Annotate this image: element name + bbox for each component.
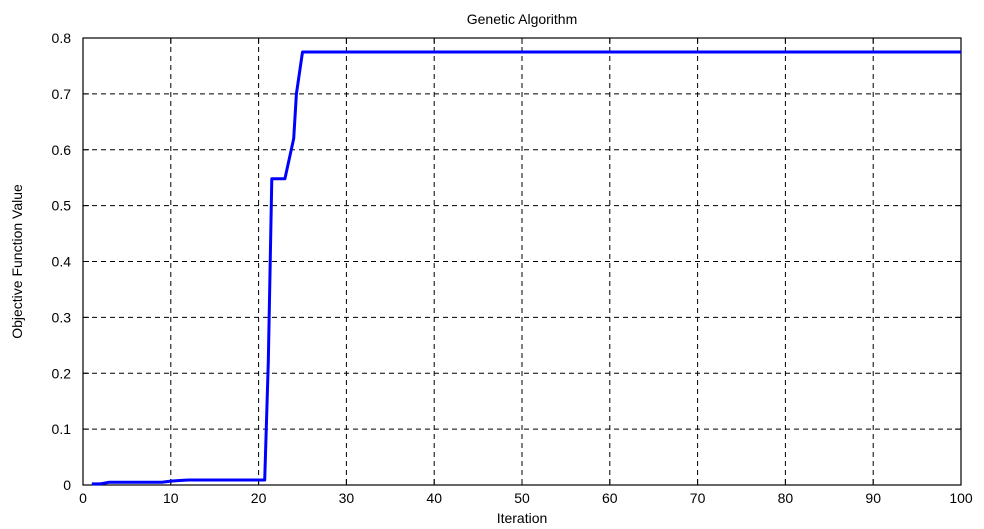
x-tick-label: 100	[949, 490, 973, 506]
y-tick-label: 0.5	[52, 198, 72, 214]
x-tick-label: 50	[514, 490, 530, 506]
chart-title: Genetic Algorithm	[467, 11, 578, 27]
x-tick-label: 70	[690, 490, 706, 506]
y-tick-label: 0.1	[52, 421, 72, 437]
x-tick-label: 20	[251, 490, 267, 506]
x-tick-label: 80	[778, 490, 794, 506]
y-tick-label: 0.4	[52, 254, 72, 270]
y-tick-label: 0.3	[52, 309, 72, 325]
x-axis-label: Iteration	[497, 510, 548, 526]
x-tick-label: 60	[602, 490, 618, 506]
x-tick-label: 30	[339, 490, 355, 506]
y-tick-label: 0.7	[52, 86, 72, 102]
axis-ticks: 0 10 20 30 40 50 60 70 80 90 100 0 0.1 0.2 0.3 0.4 0.5 0.…	[52, 30, 973, 506]
x-tick-label: 0	[79, 490, 87, 506]
y-tick-label: 0	[63, 477, 71, 493]
y-tick-label: 0.2	[52, 365, 72, 381]
series-layer	[91, 50, 961, 486]
y-axis-label: Objective Function Value	[9, 184, 25, 339]
x-tick-label: 40	[426, 490, 442, 506]
y-tick-label: 0.8	[52, 30, 72, 46]
grid	[83, 38, 961, 485]
x-tick-label: 90	[865, 490, 881, 506]
x-tick-label: 10	[163, 490, 179, 506]
y-tick-label: 0.6	[52, 142, 72, 158]
series-line	[91, 50, 961, 486]
